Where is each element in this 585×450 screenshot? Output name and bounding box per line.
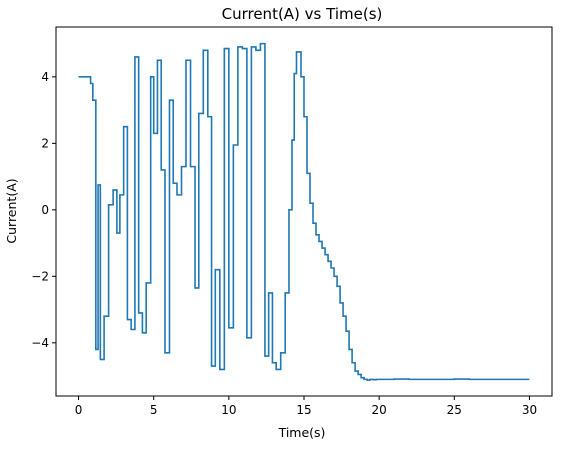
x-tick-label: 0: [75, 403, 83, 417]
x-tick-label: 10: [221, 403, 236, 417]
y-tick-label: 0: [41, 203, 49, 217]
series-line-0: [78, 42, 530, 381]
x-tick-label: 20: [372, 403, 387, 417]
y-axis-ticks: −4 −2 0 2 4: [31, 70, 56, 350]
y-tick-label: −2: [31, 269, 49, 283]
y-tick-label: 2: [41, 136, 49, 150]
chart-title: Current(A) vs Time(s): [222, 5, 383, 23]
x-axis-ticks: 0 5 10 15 20 25 30: [75, 396, 537, 417]
plot-area: [78, 42, 530, 381]
x-axis-label: Time(s): [278, 425, 326, 440]
y-tick-label: −4: [31, 336, 49, 350]
y-axis-label: Current(A): [4, 178, 19, 243]
x-tick-label: 5: [150, 403, 158, 417]
y-tick-label: 4: [41, 70, 49, 84]
x-tick-label: 30: [522, 403, 537, 417]
x-tick-label: 15: [296, 403, 311, 417]
x-tick-label: 25: [447, 403, 462, 417]
